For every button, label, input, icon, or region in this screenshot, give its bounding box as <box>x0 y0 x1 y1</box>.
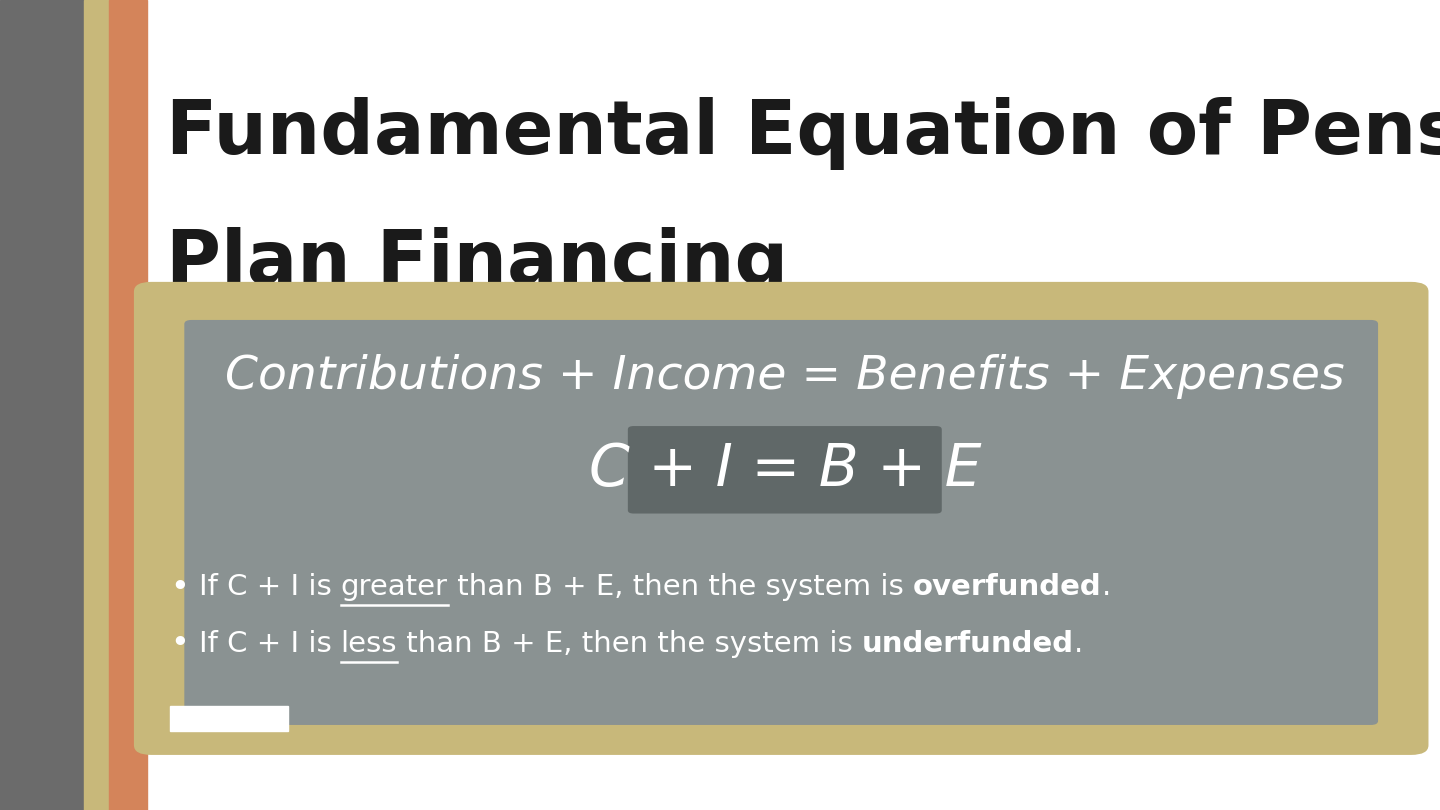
Text: than B + E, then the system is: than B + E, then the system is <box>448 573 913 601</box>
FancyBboxPatch shape <box>628 426 942 514</box>
Text: •: • <box>170 629 189 659</box>
Text: Contributions + Income = Benefits + Expenses: Contributions + Income = Benefits + Expe… <box>225 354 1345 399</box>
Text: than B + E, then the system is: than B + E, then the system is <box>397 630 863 658</box>
Text: If C + I is: If C + I is <box>199 630 341 658</box>
Text: Fundamental Equation of Pension: Fundamental Equation of Pension <box>166 97 1440 170</box>
Text: underfunded: underfunded <box>863 630 1074 658</box>
FancyBboxPatch shape <box>184 320 1378 725</box>
Text: .: . <box>1074 630 1083 658</box>
Bar <box>0 0 84 810</box>
Text: •: • <box>170 572 189 603</box>
Bar <box>170 706 288 731</box>
Bar <box>109 0 147 810</box>
Text: .: . <box>1102 573 1110 601</box>
Text: Plan Financing: Plan Financing <box>166 227 788 301</box>
Text: If C + I is: If C + I is <box>199 573 341 601</box>
Text: C + I = B + E: C + I = B + E <box>589 441 981 498</box>
Text: less: less <box>341 630 397 658</box>
Text: greater: greater <box>341 573 448 601</box>
Text: overfunded: overfunded <box>913 573 1102 601</box>
Bar <box>84 0 109 810</box>
FancyBboxPatch shape <box>134 282 1428 755</box>
